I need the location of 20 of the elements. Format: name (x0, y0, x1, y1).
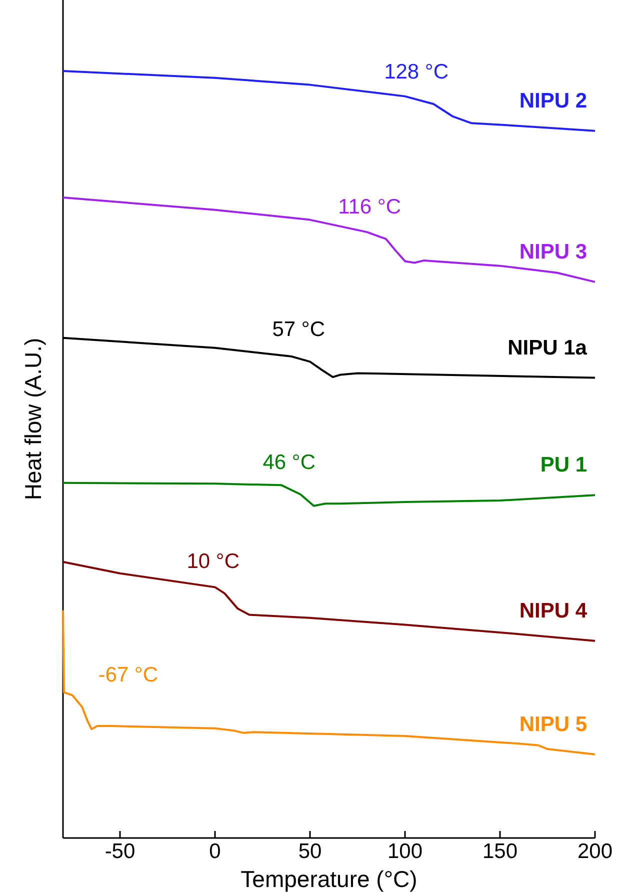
x-tick-label: 100 (387, 840, 423, 863)
x-tick-label: 50 (298, 840, 322, 863)
annotation: 46 °C (262, 450, 316, 474)
x-tick-label: 200 (577, 840, 613, 863)
series-label: NIPU 3 (519, 240, 587, 264)
x-tick-label: -50 (104, 840, 136, 863)
annotation: 128 °C (384, 60, 448, 84)
x-axis-title: Temperature (°C) (240, 866, 418, 892)
annotation: 57 °C (272, 318, 325, 342)
series-label: NIPU 1a (508, 336, 588, 360)
x-tick-label: 0 (209, 840, 221, 863)
annotation: -67 °C (98, 663, 158, 686)
series-label: NIPU 5 (519, 712, 588, 736)
x-tick-label: 150 (482, 840, 518, 863)
series-label: NIPU 4 (519, 599, 588, 622)
series-label: PU 1 (540, 454, 588, 477)
y-axis-title: Heat flow (A.U.) (20, 338, 46, 500)
series-label: NIPU 2 (519, 89, 587, 112)
annotation: 10 °C (186, 550, 240, 573)
annotation: 116 °C (338, 195, 401, 218)
